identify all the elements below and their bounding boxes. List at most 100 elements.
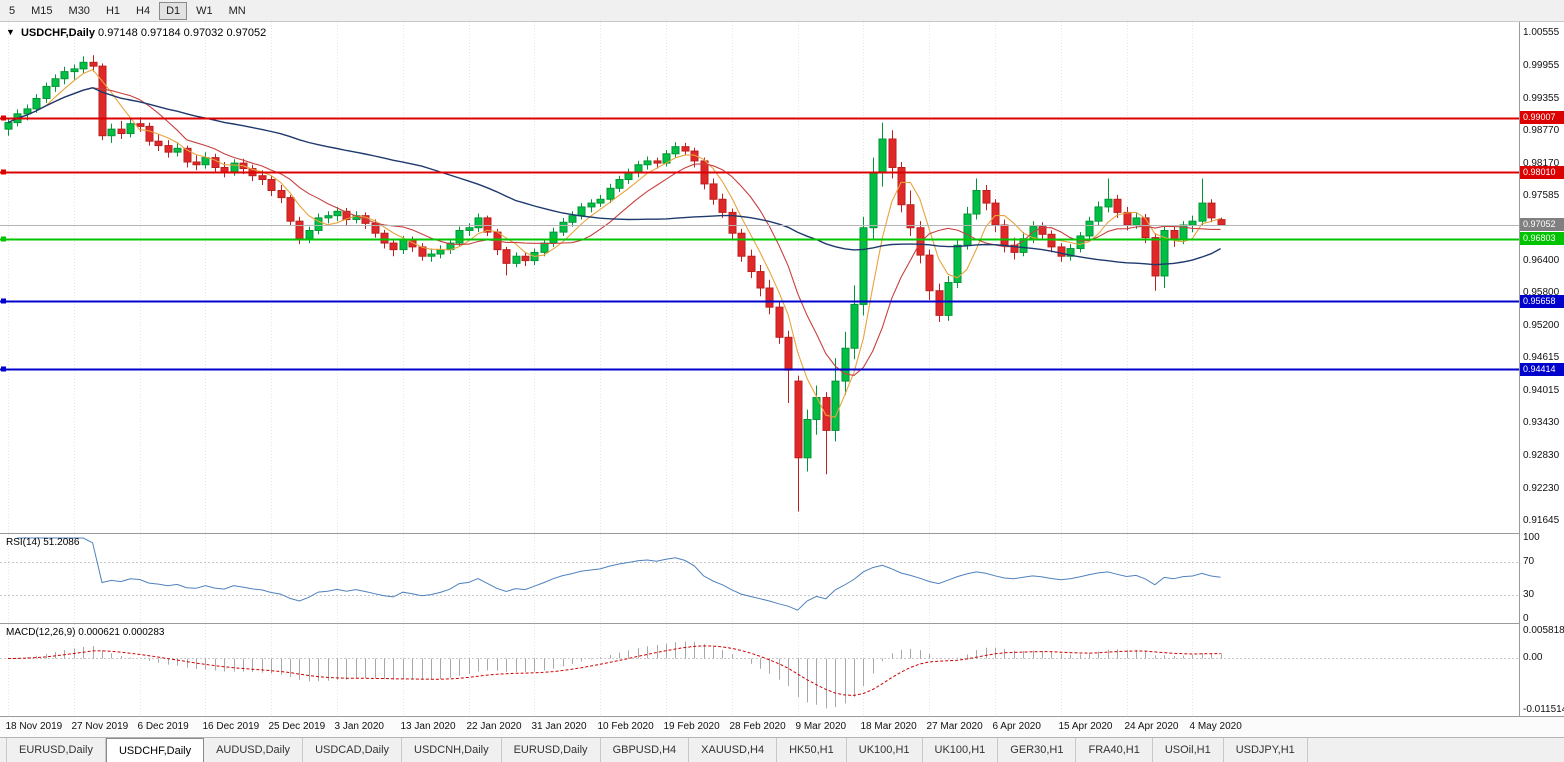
candle-body xyxy=(916,227,925,256)
rsi-line xyxy=(17,537,1221,611)
panel-resize-separator[interactable] xyxy=(0,533,1564,534)
hline-handle[interactable] xyxy=(1,115,6,121)
candle-body xyxy=(1170,229,1179,241)
price-axis-label: 0.92830 xyxy=(1523,450,1560,462)
chart-ohlc-values: 0.97148 0.97184 0.97032 0.97052 xyxy=(98,27,267,39)
chart-tab-GBPUSD-H4[interactable]: GBPUSD,H4 xyxy=(600,738,690,762)
price-axis[interactable]: 1.00555 0.99955 0.99355 0.98770 0.98170 0.975… xyxy=(1519,22,1564,716)
candle-body xyxy=(1010,244,1019,253)
candle-body xyxy=(728,211,737,234)
collapse-chart-icon[interactable]: ▼ xyxy=(6,27,15,37)
candle-body xyxy=(1057,246,1066,257)
price-axis-label: 0.92230 xyxy=(1523,483,1560,494)
candle-body xyxy=(991,202,1000,226)
chart-tab-USDCHF-Daily[interactable]: USDCHF,Daily xyxy=(105,738,205,762)
hline-handle[interactable] xyxy=(1,236,6,242)
timeframe-button-M15[interactable]: M15 xyxy=(31,4,53,17)
timeframe-button-MN[interactable]: MN xyxy=(228,4,246,17)
rsi-axis-label: 30 xyxy=(1523,588,1535,600)
candlestick-chart-canvas[interactable] xyxy=(0,22,1519,533)
candle-body xyxy=(1141,217,1150,239)
candle-body xyxy=(51,78,60,87)
candle-body xyxy=(23,108,32,115)
candle-body xyxy=(606,187,615,200)
chart-tab-EURUSD-Daily[interactable]: EURUSD,Daily xyxy=(6,738,106,762)
price-axis-label: 0.99955 xyxy=(1523,59,1560,71)
candle-body xyxy=(1076,235,1085,250)
macd-canvas[interactable] xyxy=(0,624,1519,716)
candle-body xyxy=(1207,202,1216,219)
chart-tab-FRA40-H1[interactable]: FRA40,H1 xyxy=(1076,738,1153,762)
chart-tab-UK100-H1[interactable]: UK100,H1 xyxy=(846,738,923,762)
chart-tab-USDCNH-Daily[interactable]: USDCNH,Daily xyxy=(402,738,502,762)
chart-tab-GER30-H1[interactable]: GER30,H1 xyxy=(998,738,1077,762)
candle-body xyxy=(201,157,210,166)
hline-handle[interactable] xyxy=(1,298,6,304)
candle-body xyxy=(822,397,831,431)
candle-body xyxy=(906,204,915,229)
candle-body xyxy=(737,232,746,257)
chart-tab-AUDUSD-Daily[interactable]: AUDUSD,Daily xyxy=(204,738,304,762)
timeframe-button-D1[interactable]: D1 xyxy=(159,1,188,20)
candle-body xyxy=(690,150,699,162)
candle-body xyxy=(389,242,398,251)
candle-body xyxy=(1113,198,1122,213)
candle-body xyxy=(117,128,126,135)
candle-body xyxy=(455,229,464,244)
candle-body xyxy=(953,244,962,284)
candle-body xyxy=(653,160,662,164)
time-axis[interactable]: 18 Nov 2019 27 Nov 2019 6 Dec 2019 16 Dec 2… xyxy=(0,717,1564,737)
hline-handle[interactable] xyxy=(1,366,6,372)
timeframe-button-W1[interactable]: W1 xyxy=(196,4,213,17)
timeframe-button-M30[interactable]: M30 xyxy=(68,4,90,17)
candle-body xyxy=(1198,202,1207,222)
chart-tab-XAUUSD-H4[interactable]: XAUUSD,H4 xyxy=(689,738,778,762)
chart-tab-USDJPY-H1[interactable]: USDJPY,H1 xyxy=(1223,738,1308,762)
chart-tab-USOil-H1[interactable]: USOil,H1 xyxy=(1152,738,1224,762)
candle-body xyxy=(126,123,135,135)
chart-tab-USDCAD-Daily[interactable]: USDCAD,Daily xyxy=(303,738,403,762)
price-axis-label: 0.94015 xyxy=(1523,385,1560,397)
candle-body xyxy=(850,303,859,349)
candle-body xyxy=(333,210,342,217)
rsi-canvas[interactable] xyxy=(0,534,1519,623)
candle-body xyxy=(1132,217,1141,226)
date-label: 25 Dec 2019 xyxy=(268,721,326,732)
candle-body xyxy=(643,160,652,166)
candle-body xyxy=(718,198,727,213)
panel-resize-separator[interactable] xyxy=(0,716,1564,717)
timeframe-toolbar: 5 M15 M30 H1 H4 D1 W1 MN xyxy=(0,0,1564,22)
candle-body xyxy=(1066,248,1075,257)
candle-body xyxy=(1188,220,1197,226)
macd-axis-label: -0.011514 xyxy=(1523,704,1564,715)
timeframe-button-H1[interactable]: H1 xyxy=(105,4,120,17)
candle-body xyxy=(549,231,558,244)
panel-resize-separator[interactable] xyxy=(0,623,1564,624)
timeframe-button-H4[interactable]: H4 xyxy=(136,4,151,17)
chart-tab-UK100-H1[interactable]: UK100,H1 xyxy=(922,738,999,762)
date-label: 15 Apr 2020 xyxy=(1058,721,1113,732)
date-label: 6 Apr 2020 xyxy=(992,721,1041,732)
date-label: 3 Jan 2020 xyxy=(334,721,385,732)
chart-title: ▼ USDCHF,Daily 0.97148 0.97184 0.97032 0… xyxy=(6,27,266,39)
price-axis-label: 0.93430 xyxy=(1523,417,1560,429)
candle-body xyxy=(1000,224,1009,246)
date-label: 27 Nov 2019 xyxy=(71,721,129,732)
chart-tab-EURUSD-Daily[interactable]: EURUSD,Daily xyxy=(501,738,601,762)
chart-tab-HK50-H1[interactable]: HK50,H1 xyxy=(777,738,847,762)
date-label: 19 Feb 2020 xyxy=(663,721,720,732)
candle-body xyxy=(1160,229,1169,277)
candle-body xyxy=(803,418,812,459)
chart-symbol-label: USDCHF,Daily xyxy=(20,27,95,39)
candle-body xyxy=(314,217,323,231)
candle-body xyxy=(98,65,107,137)
candle-body xyxy=(982,189,991,204)
candle-body xyxy=(436,249,445,255)
candle-body xyxy=(624,172,633,181)
hline-handle[interactable] xyxy=(1,169,6,175)
candle-body xyxy=(305,229,314,240)
candle-body xyxy=(1085,220,1094,237)
timeframe-button-5[interactable]: 5 xyxy=(9,4,16,17)
date-label: 16 Dec 2019 xyxy=(202,721,260,732)
candle-body xyxy=(79,61,88,70)
